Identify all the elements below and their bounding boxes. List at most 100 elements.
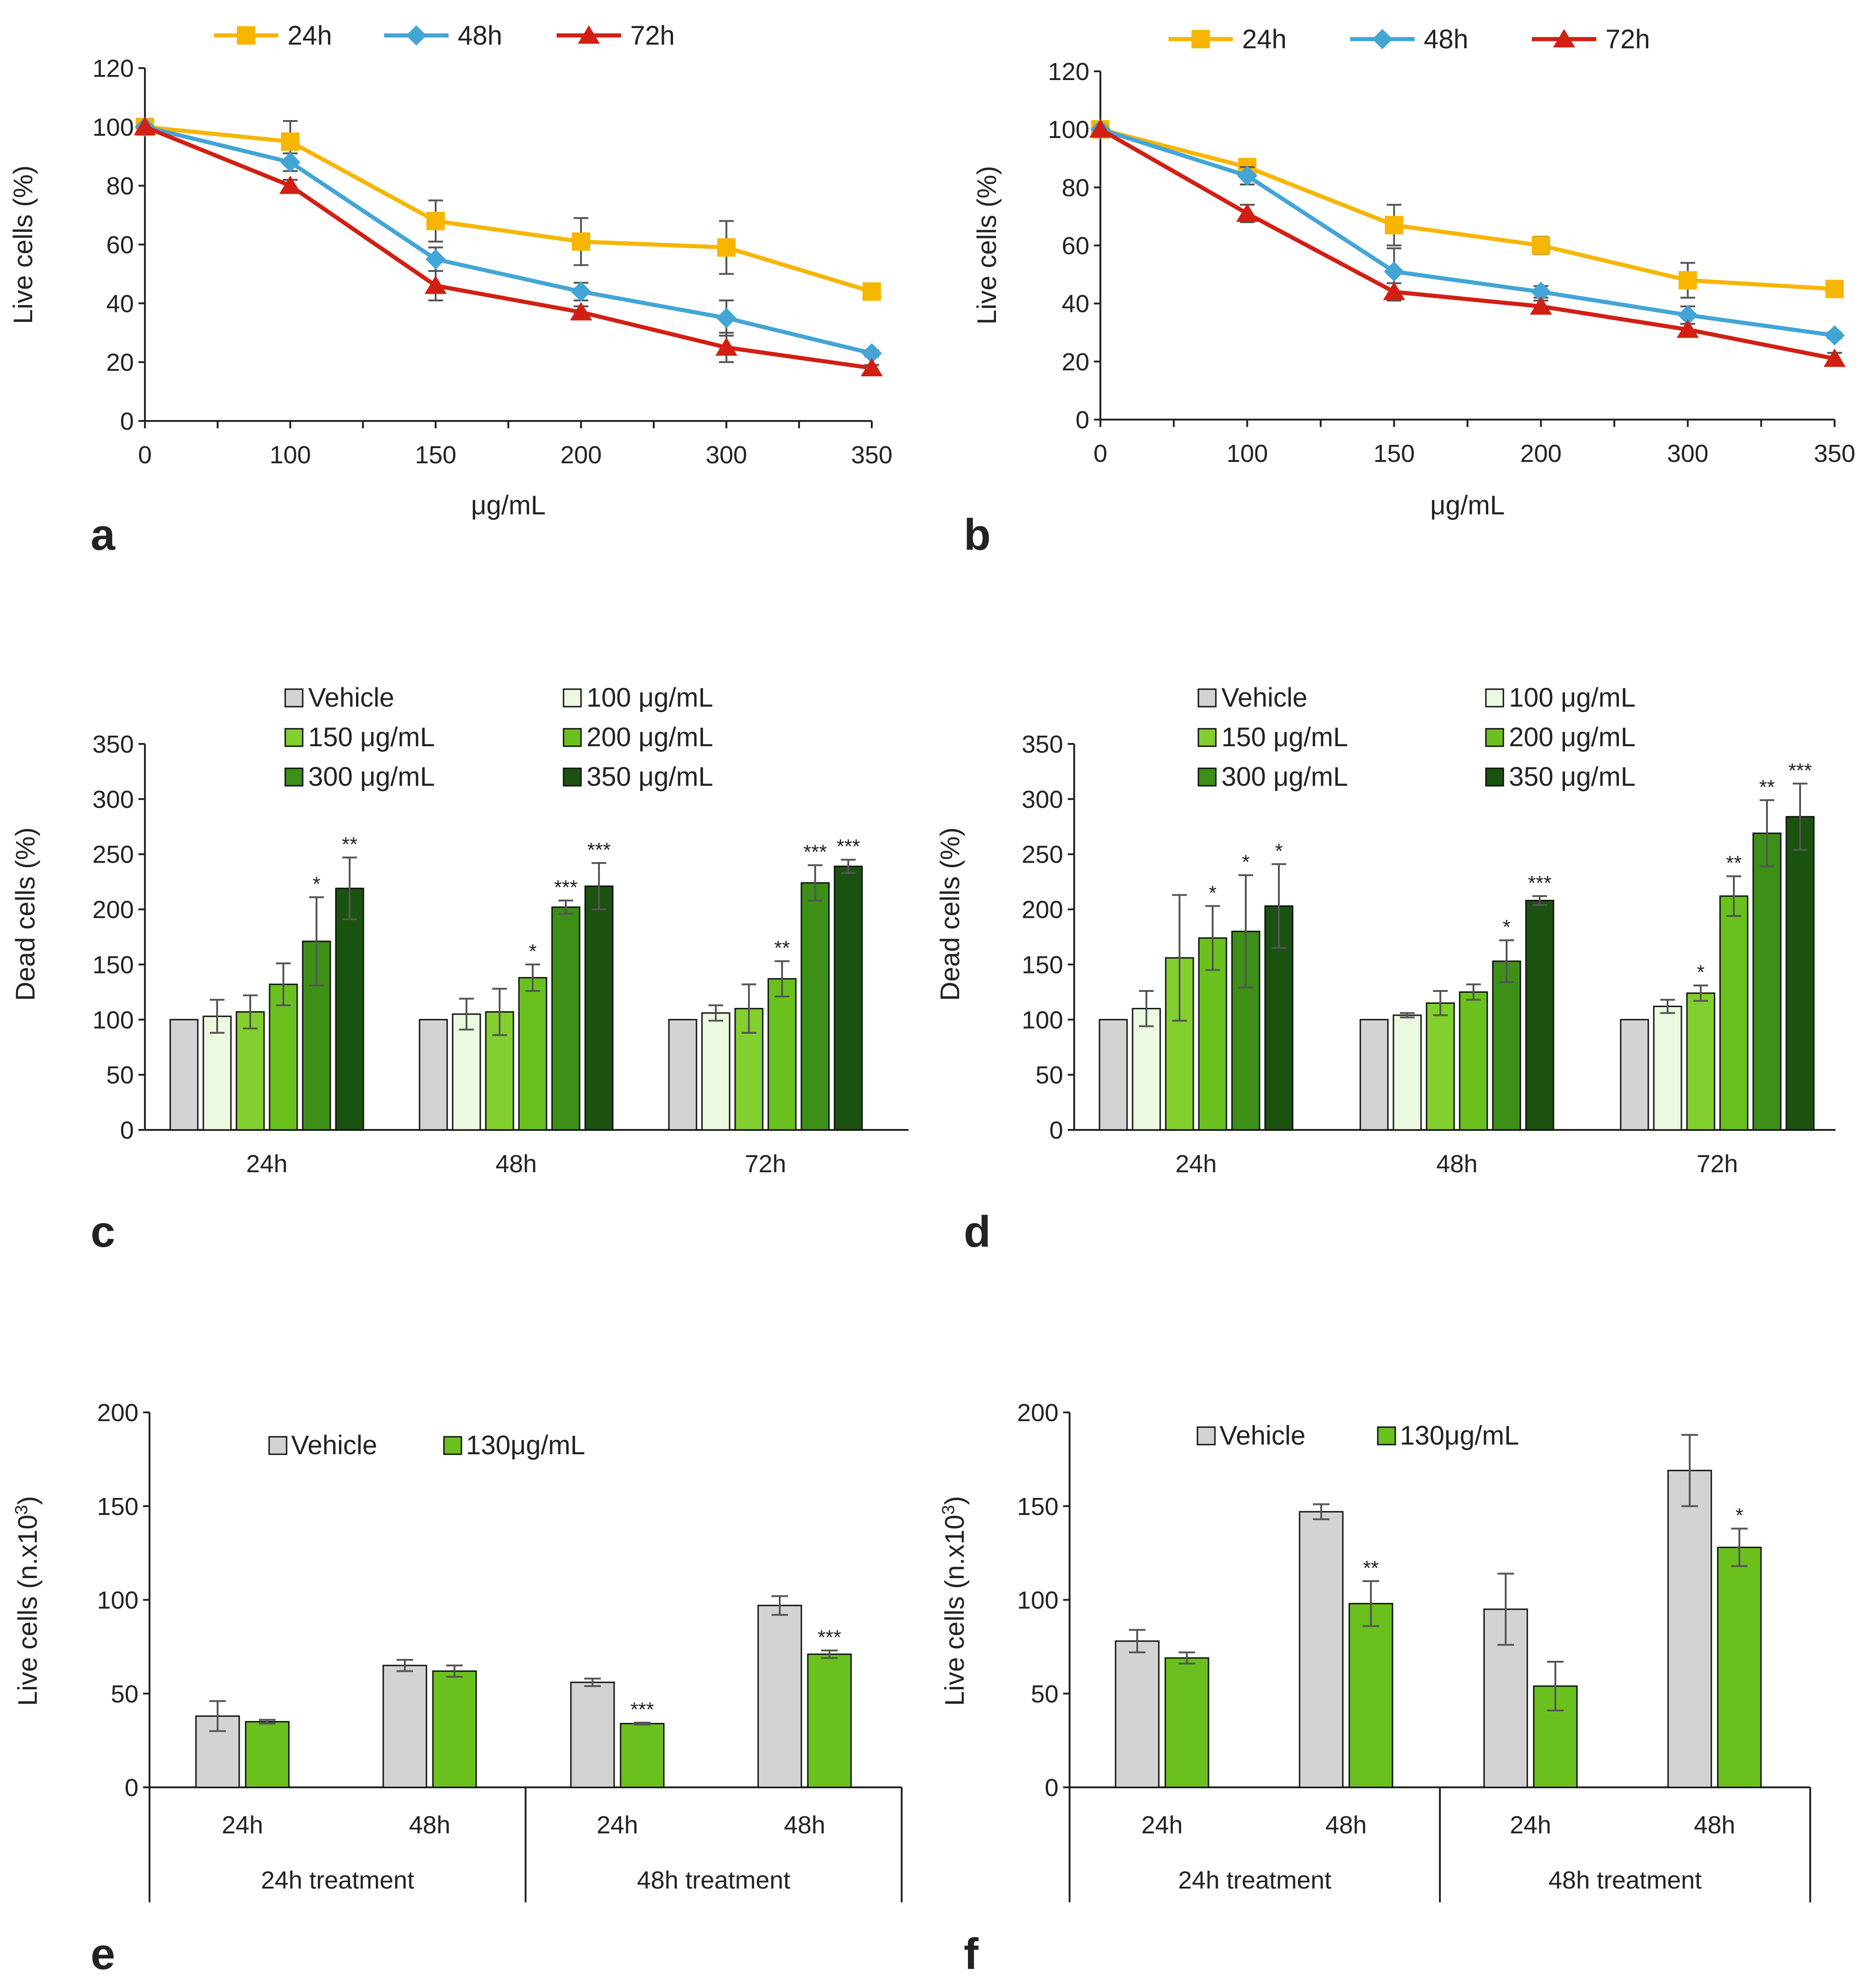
y-tick-label-120: 120 [1048,58,1089,86]
legend-swatch-100-g-ml [1485,688,1504,708]
x-tick-label-72h: 72h [1697,1150,1738,1178]
y-tick-label-200: 200 [1017,1399,1059,1427]
y-tick-label-50: 50 [1031,1680,1059,1708]
legend-label-200-g-ml: 200 μg/mL [587,722,713,752]
data-point-24h-300 [1678,271,1697,290]
data-point-72h-150 [425,275,447,294]
bar-group-24h-100-g-ml [1132,990,1161,1131]
series-24h [1091,120,1844,299]
legend-swatch-130-g-ml [1377,1426,1396,1446]
bar-24h-vehicle [1099,1019,1128,1131]
line-chart-a: 0 20 40 60 80 100 120 Live cells (%) 0 100 150 200 3… [8,21,892,520]
legend-label-300-g-ml: 300 μg/mL [1221,762,1348,792]
bar-72h-350-g-ml [834,865,863,1131]
legend-label-350-g-ml: 350 μg/mL [1509,762,1635,792]
bar-group-2-vehicle [570,1677,615,1788]
x-tick-label-300: 300 [1667,440,1709,467]
bar-48h-3-vehicle [1667,1469,1712,1788]
y-axis-title-end: ) [940,1496,970,1505]
series-line-24h [144,125,873,294]
series-48h [1090,119,1845,346]
legend-label-150-g-ml: 150 μg/mL [308,722,435,752]
bar-48h-200-g-ml [518,977,547,1131]
y-axis-title: Dead cells (%) [11,827,40,1001]
x-tick-label-0: 0 [1093,440,1107,467]
significance-72h-350-g-ml: *** [836,835,860,858]
panel-label-e: e [91,1929,115,1979]
bar-group-72h-150-g-ml: * [1686,961,1715,1131]
bar-72h-200-g-ml [1719,895,1749,1131]
bar-48h-150-g-ml [1426,1002,1455,1131]
legend-swatch-200-g-ml [1485,728,1504,747]
y-tick-label-150: 150 [92,951,134,979]
significance-3-130-g-ml: *** [817,1626,841,1649]
significance-48h-350-g-ml: *** [587,839,610,861]
bar-group-0-130-g-ml [245,1719,290,1788]
bar-group-48h-200-g-ml [1459,983,1488,1131]
legend-label-24h: 24h [1242,24,1287,54]
bar-group-24h-vehicle [169,1019,199,1131]
series-line-24h [1099,127,1835,291]
data-point-24h-200 [572,232,590,251]
bar-48h-1-130-g-ml [1348,1603,1393,1788]
bar-group-48h-150-g-ml [1426,990,1455,1131]
legend-label-150-g-ml: 150 μg/mL [1221,722,1348,752]
legend-swatch-vehicle [1197,1426,1216,1446]
y-tick-label-0: 0 [120,408,134,435]
y-tick-label-200: 200 [97,1399,138,1427]
bar-group-1-130-g-ml [432,1664,477,1788]
bar-48h-3-130-g-ml [1717,1546,1762,1788]
data-point-48h-150 [1384,261,1404,282]
legend-swatch-vehicle [284,688,304,708]
significance-72h-300-g-ml: *** [803,841,827,864]
bar-72h-vehicle [1620,1019,1649,1131]
y-tick-label-0: 0 [1076,406,1089,434]
legend-swatch-300-g-ml [1197,767,1217,787]
legend-label-vehicle: Vehicle [1220,1421,1306,1451]
x-tick-label-24h: 24h [1141,1811,1183,1839]
panel-label-b: b [964,510,991,559]
legend-swatch-150-g-ml [1197,728,1217,747]
x-tick-label-48h: 48h [495,1150,537,1178]
legend-marker-48h [406,25,426,46]
bar-chart-f: 0 50 100 150 200 Live cells (n.x103) 24h ** 48h 2… [939,1399,1811,1902]
bar-group-0-vehicle [195,1700,240,1788]
bar-group-72h-300-g-ml: ** [1752,776,1782,1131]
x-tick-label-100: 100 [1226,440,1268,467]
significance-72h-350-g-ml: *** [1788,759,1812,782]
bar-group-72h-350-g-ml: *** [1785,759,1815,1131]
significance-48h-200-g-ml: * [529,940,536,962]
series-line-48h [144,125,873,356]
x-tick-label-200: 200 [560,441,602,469]
y-tick-label-250: 250 [92,841,134,869]
y-tick-label-150: 150 [97,1493,138,1520]
bar-group-24h-150-g-ml [1165,894,1194,1131]
bar-group-48h-350-g-ml: *** [584,839,614,1131]
series-line-48h [1099,127,1835,338]
bar-24h-2-130-g-ml [620,1722,665,1788]
bar-48h-vehicle [1359,1019,1389,1131]
legend-label-vehicle: Vehicle [1221,683,1307,713]
x-tick-label-300: 300 [706,441,747,469]
data-point-72h-350 [1824,348,1846,367]
data-point-48h-300 [716,308,737,328]
bar-group-0-130-g-ml [1164,1651,1209,1788]
data-point-72h-200 [570,302,592,321]
data-point-24h-150 [1385,216,1404,235]
bar-group-3-130-g-ml: * [1717,1504,1762,1788]
y-axis-title: Dead cells (%) [935,827,965,1001]
bar-group-48h-300-g-ml: *** [551,876,581,1131]
x-tick-label-0: 0 [138,441,152,469]
significance-24h-200-g-ml: * [1208,881,1216,904]
group-label-24h-treatment: 24h treatment [261,1866,414,1894]
y-tick-label-40: 40 [1062,290,1089,318]
bar-24h-150-g-ml [236,1011,265,1131]
x-tick-label-24h: 24h [597,1811,638,1839]
y-tick-label-200: 200 [92,896,134,924]
bar-48h-200-g-ml [1459,991,1488,1131]
y-tick-label-350: 350 [92,731,134,758]
bar-group-24h-100-g-ml [202,999,232,1131]
data-point-48h-350 [862,343,882,363]
y-tick-label-300: 300 [1022,786,1063,813]
